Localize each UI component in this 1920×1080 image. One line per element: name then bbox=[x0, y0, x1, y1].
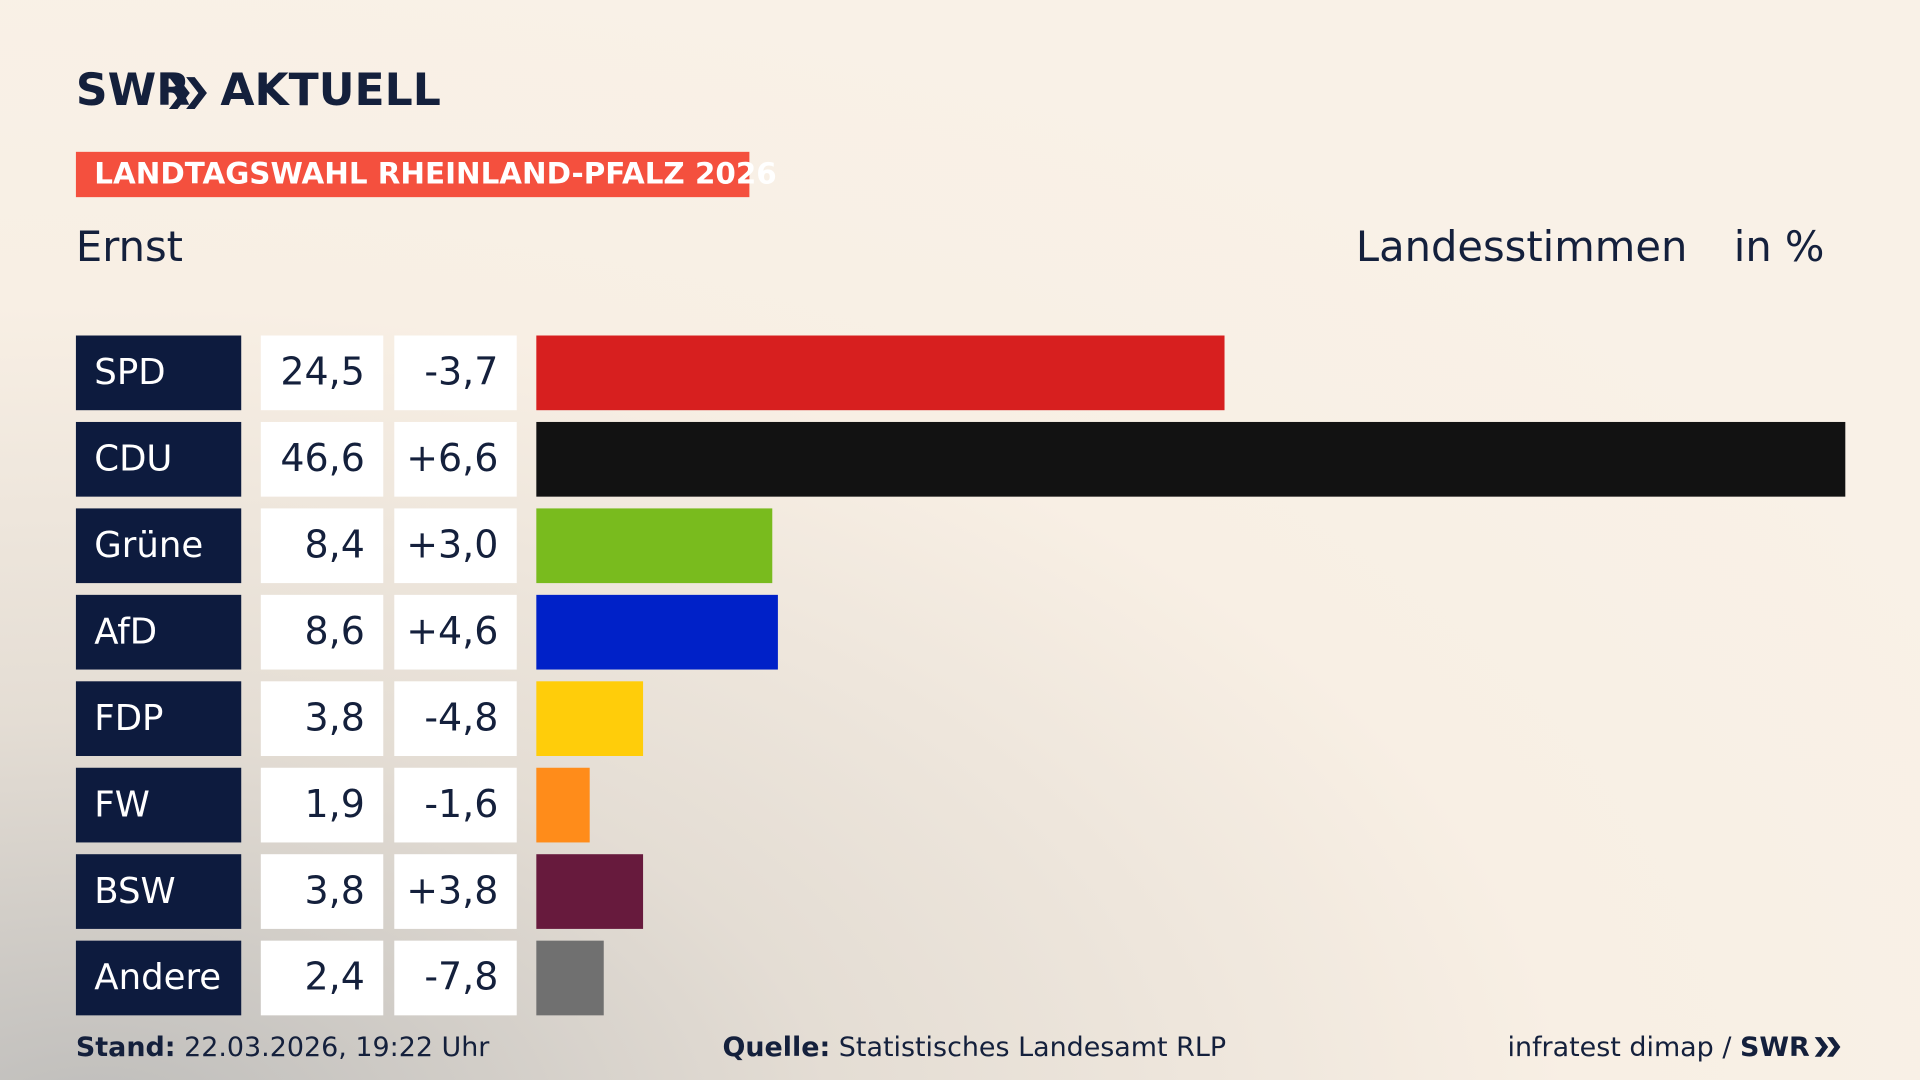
value-cell bbox=[260, 854, 384, 929]
party-label: FDP bbox=[94, 698, 163, 739]
change-label: +3,8 bbox=[406, 868, 498, 912]
value-cell bbox=[260, 940, 384, 1016]
date-label: Stand: bbox=[76, 1032, 176, 1063]
bar bbox=[536, 854, 644, 929]
title-banner bbox=[75, 151, 750, 198]
measure: Landesstimmen bbox=[1356, 222, 1687, 271]
value-label: 8,4 bbox=[305, 522, 365, 566]
footer-source: Quelle: Statistisches Landesamt RLP bbox=[722, 1032, 1226, 1063]
bar bbox=[536, 767, 590, 843]
change-label: -3,7 bbox=[424, 350, 498, 394]
party-label: SPD bbox=[94, 352, 165, 393]
change-cell bbox=[394, 335, 517, 411]
change-label: +3,0 bbox=[406, 522, 498, 566]
party-cell bbox=[75, 335, 242, 411]
value-label: 3,8 bbox=[305, 868, 365, 912]
value-label: 24,5 bbox=[280, 350, 364, 394]
party-label: BSW bbox=[94, 871, 175, 912]
footer-arrows bbox=[1814, 1037, 1841, 1057]
change-cell bbox=[394, 940, 517, 1016]
broadcaster: SWR bbox=[1740, 1032, 1810, 1063]
value-cell bbox=[260, 594, 384, 670]
value-cell bbox=[260, 421, 384, 497]
change-cell bbox=[394, 421, 517, 497]
bar bbox=[536, 940, 604, 1016]
value-cell bbox=[260, 681, 384, 756]
party-label: Grüne bbox=[94, 525, 203, 566]
value-label: 1,9 bbox=[305, 782, 365, 826]
change-cell bbox=[394, 767, 517, 843]
date: 22.03.2026, 19:22 Uhr bbox=[184, 1032, 490, 1063]
brand-arrows bbox=[168, 77, 207, 109]
bar bbox=[536, 508, 773, 584]
value-label: 8,6 bbox=[305, 609, 365, 653]
value-cell bbox=[260, 335, 384, 411]
subtitle: Ernst bbox=[76, 222, 183, 271]
brand-product: AKTUELL bbox=[220, 65, 440, 116]
change-cell bbox=[394, 594, 517, 670]
change-label: +6,6 bbox=[406, 436, 498, 480]
party-label: CDU bbox=[94, 439, 172, 480]
party-cell bbox=[75, 854, 242, 929]
value-cell bbox=[260, 508, 384, 584]
value-cell bbox=[260, 767, 384, 843]
party-label: Andere bbox=[94, 957, 221, 998]
bar bbox=[536, 335, 1225, 411]
bar bbox=[536, 421, 1846, 497]
party-cell bbox=[75, 594, 242, 670]
unit: in % bbox=[1734, 222, 1825, 271]
party-cell bbox=[75, 681, 242, 756]
change-label: -4,8 bbox=[424, 695, 498, 739]
institute: infratest dimap / bbox=[1508, 1032, 1733, 1063]
source: Statistisches Landesamt RLP bbox=[839, 1032, 1226, 1063]
value-label: 3,8 bbox=[305, 695, 365, 739]
party-cell bbox=[75, 421, 242, 497]
source-label: Quelle: bbox=[722, 1032, 830, 1063]
change-cell bbox=[394, 508, 517, 584]
chart-title: LANDTAGSWAHL RHEINLAND-PFALZ 2026 bbox=[94, 157, 776, 191]
bar bbox=[536, 594, 778, 670]
bar bbox=[536, 681, 644, 756]
party-cell bbox=[75, 508, 242, 584]
value-label: 2,4 bbox=[305, 955, 365, 999]
change-label: +4,6 bbox=[406, 609, 498, 653]
change-label: -1,6 bbox=[424, 782, 498, 826]
footer-credit: infratest dimap / SWR bbox=[1508, 1032, 1811, 1063]
footer-date: Stand: 22.03.2026, 19:22 Uhr bbox=[76, 1032, 490, 1063]
change-cell bbox=[394, 854, 517, 929]
party-cell bbox=[75, 940, 242, 1016]
value-label: 46,6 bbox=[280, 436, 364, 480]
change-label: -7,8 bbox=[424, 955, 498, 999]
party-label: FW bbox=[94, 784, 150, 825]
party-label: AfD bbox=[94, 611, 157, 652]
party-cell bbox=[75, 767, 242, 843]
change-cell bbox=[394, 681, 517, 756]
